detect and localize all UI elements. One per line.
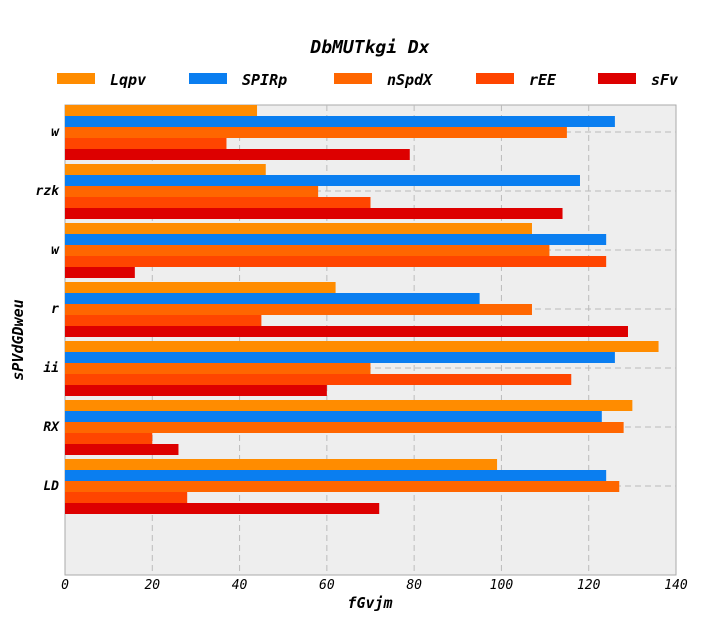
bar-ree [65,433,153,444]
bar-spirp [65,470,607,481]
legend-swatch [334,73,372,84]
bar-sfv [65,149,410,160]
x-tick-label: 20 [144,578,160,593]
x-tick-label: 60 [319,578,335,593]
bar-ree [65,197,371,208]
bar-nspdx [65,127,567,138]
bar-lqpv [65,105,258,116]
bar-ree [65,315,262,326]
bar-spirp [65,234,607,245]
bar-spirp [65,116,615,127]
x-axis-ticks: 0 20 40 60 80 100 120 140 [61,578,688,593]
bar-ree [65,256,607,267]
bar-nspdx [65,481,620,492]
bars [65,105,659,514]
bar-sfv [65,503,380,514]
y-tick-label: w [51,243,60,258]
x-tick-label: 80 [406,578,422,593]
y-tick-label: r [51,302,59,317]
x-tick-label: 120 [577,578,601,593]
y-tick-label: LD [43,479,59,494]
y-axis-label: sPVdGDweu [9,299,27,380]
bar-sfv [65,326,628,337]
bar-spirp [65,175,580,186]
bar-lqpv [65,164,266,175]
bar-spirp [65,293,480,304]
bar-sfv [65,385,327,396]
x-tick-label: 0 [61,578,69,593]
x-tick-label: 140 [664,578,688,593]
bar-nspdx [65,245,550,256]
bar-nspdx [65,304,532,315]
bar-sfv [65,208,563,219]
legend-label: nSpdX [387,71,433,89]
legend: Lqpv SPIRp nSpdX rEE sFv [57,71,679,89]
bar-nspdx [65,422,624,433]
legend-swatch [598,73,636,84]
bar-lqpv [65,282,336,293]
y-tick-label: w [51,125,60,140]
legend-swatch [476,73,514,84]
y-tick-label: RX [43,420,60,435]
bar-lqpv [65,223,532,234]
y-tick-label: ii [43,361,59,376]
bar-lqpv [65,459,498,470]
y-tick-label: rzk [36,184,61,199]
y-axis-ticks: w rzk w r ii RX LD [36,125,61,494]
bar-spirp [65,352,615,363]
bar-spirp [65,411,602,422]
x-tick-label: 100 [490,578,514,593]
legend-label: SPIRp [242,71,287,89]
bar-nspdx [65,186,319,197]
x-axis-label: fGvjm [347,594,392,612]
legend-swatch [189,73,227,84]
x-tick-label: 40 [232,578,248,593]
legend-label: rEE [529,71,557,89]
legend-label: sFv [651,71,679,89]
bar-ree [65,492,188,503]
bar-ree [65,138,227,149]
bar-ree [65,374,572,385]
bar-sfv [65,267,135,278]
legend-label: Lqpv [110,71,147,89]
bar-nspdx [65,363,371,374]
bar-sfv [65,444,179,455]
bar-lqpv [65,341,659,352]
chart-title: DbMUTkgi Dx [309,37,429,58]
legend-swatch [57,73,95,84]
bar-lqpv [65,400,633,411]
